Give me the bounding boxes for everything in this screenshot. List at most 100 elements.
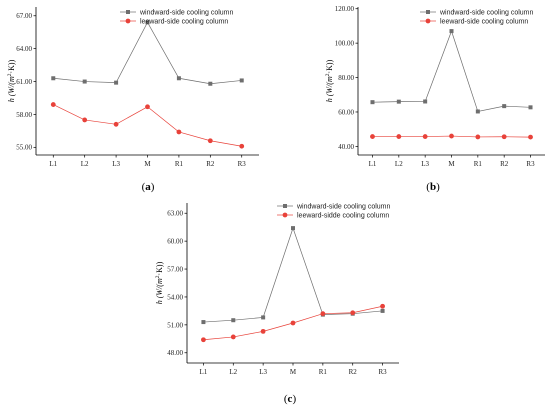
data-point-circle (260, 328, 266, 334)
series-line-windward (203, 227, 383, 323)
y-axis-label-tail: ·K)) (7, 59, 16, 73)
data-point-circle (380, 303, 385, 309)
data-point-circle (396, 134, 402, 139)
series-line-windward (372, 30, 531, 112)
x-tick-label: L2 (229, 368, 237, 376)
y-axis-label: h (W/(m2·K)) (325, 59, 334, 102)
x-tick-label: L3 (421, 160, 429, 168)
legend-label: leeward-sidde cooling column (297, 213, 389, 220)
y-tick-label: 61.00 (16, 78, 32, 86)
panel-label: (a) (142, 181, 155, 193)
data-point-circle (370, 134, 375, 139)
legend-label: windward-side cooling column (139, 10, 233, 17)
data-point-circle (449, 133, 454, 139)
data-point-circle (82, 117, 88, 123)
data-point-square (475, 109, 480, 114)
data-point-square (239, 78, 244, 83)
x-tick-label: L3 (112, 160, 120, 168)
x-tick-label: R3 (378, 368, 387, 376)
panel-label-letter: a (145, 181, 151, 193)
x-tick-label: L2 (81, 160, 89, 168)
data-point-square (176, 76, 181, 81)
legend-marker-circle (125, 18, 131, 24)
y-tick-label: 64.00 (16, 45, 32, 53)
data-point-square (208, 81, 213, 86)
y-axis-label-sup: 2 (325, 73, 331, 76)
panel-label-open: ( (426, 181, 430, 193)
panel-label-close: ) (436, 181, 440, 193)
y-tick-label: 57.00 (167, 265, 183, 273)
x-tick-label: M (144, 160, 151, 168)
x-tick-label: M (448, 160, 455, 168)
y-tick-label: 63.00 (167, 210, 183, 218)
data-point-square (51, 76, 56, 81)
data-point-square (380, 308, 385, 313)
x-tick-label: L3 (259, 368, 267, 376)
data-point-square (261, 315, 266, 320)
y-axis-label-main: h (W/(m (155, 278, 164, 304)
legend-label: windward-side cooling column (296, 204, 390, 211)
legend-marker-circle (425, 18, 431, 24)
y-axis-label-sup: 2 (7, 73, 13, 76)
x-tick-label: L1 (49, 160, 57, 168)
y-tick-label: 51.00 (167, 321, 183, 329)
data-point-square (291, 226, 295, 231)
panel-label-open: ( (142, 181, 146, 193)
y-tick-label: 80.00 (338, 74, 354, 82)
x-tick-label: R1 (175, 160, 184, 168)
data-point-circle (239, 143, 245, 149)
panel-label: (c) (284, 393, 297, 405)
legend-label: leeward-side cooling column (140, 19, 228, 26)
panel-label-close: ) (151, 181, 155, 193)
x-tick-label: L1 (200, 368, 208, 376)
series-line-leeward (53, 104, 242, 147)
x-tick-label: R1 (474, 160, 483, 168)
y-tick-label: 120.00 (335, 5, 355, 13)
x-tick-label: L1 (369, 160, 377, 168)
y-axis-label: h (W/(m2·K)) (155, 261, 164, 304)
data-point-circle (113, 121, 119, 127)
data-point-circle (207, 138, 213, 144)
data-point-square (370, 100, 375, 105)
chart-panel-c: 48.00 51.00 54.00 57.00 60.00 63.00 L1 L2 L3 M R1 R… (155, 203, 399, 405)
data-point-square (423, 99, 428, 104)
data-point-circle (350, 310, 356, 316)
y-tick-label: 55.00 (16, 144, 32, 152)
data-point-circle (230, 334, 236, 340)
y-tick-label: 60.00 (338, 108, 354, 116)
data-point-square (82, 79, 87, 84)
y-tick-label: 54.00 (167, 293, 183, 301)
legend-marker-circle (282, 212, 288, 218)
data-point-circle (201, 337, 206, 343)
panel-label-close: ) (292, 393, 296, 405)
legend-label: windward-side cooling column (439, 10, 533, 17)
x-tick-label: R1 (319, 368, 328, 376)
data-point-circle (320, 311, 326, 317)
data-point-square (502, 104, 507, 109)
chart-panel-a: 55.00 58.00 61.00 64.00 67.00 L1 L2 L3 M R1 R2 R3 h … (7, 7, 259, 193)
y-axis-label-tail: ·K)) (155, 261, 164, 275)
data-point-circle (50, 102, 56, 107)
y-tick-label: 40.00 (338, 143, 354, 151)
y-tick-label: 48.00 (167, 349, 183, 357)
y-tick-label: 100.00 (335, 40, 355, 48)
y-tick-label: 67.00 (16, 12, 32, 20)
y-axis-label-main: h (W/(m (325, 76, 334, 102)
y-axis-label-tail: ·K)) (325, 59, 334, 73)
data-point-circle (501, 134, 507, 140)
x-tick-label: R2 (500, 160, 509, 168)
x-tick-label: R3 (526, 160, 535, 168)
x-tick-label: R2 (349, 368, 358, 376)
x-tick-label: R2 (206, 160, 215, 168)
panel-label-letter: c (288, 393, 293, 405)
data-point-circle (145, 104, 150, 110)
legend-marker-square (126, 10, 130, 14)
data-point-square (201, 320, 206, 325)
data-point-circle (422, 134, 428, 139)
y-axis-label: h (W/(m2·K)) (7, 59, 16, 102)
data-point-circle (176, 129, 182, 135)
series-line-windward (53, 21, 242, 85)
chart-panel-b: 40.00 60.00 80.00 100.00 120.00 L1 L2 L3 M R1 R2 R3… (325, 5, 545, 193)
x-tick-label: R3 (238, 160, 247, 168)
